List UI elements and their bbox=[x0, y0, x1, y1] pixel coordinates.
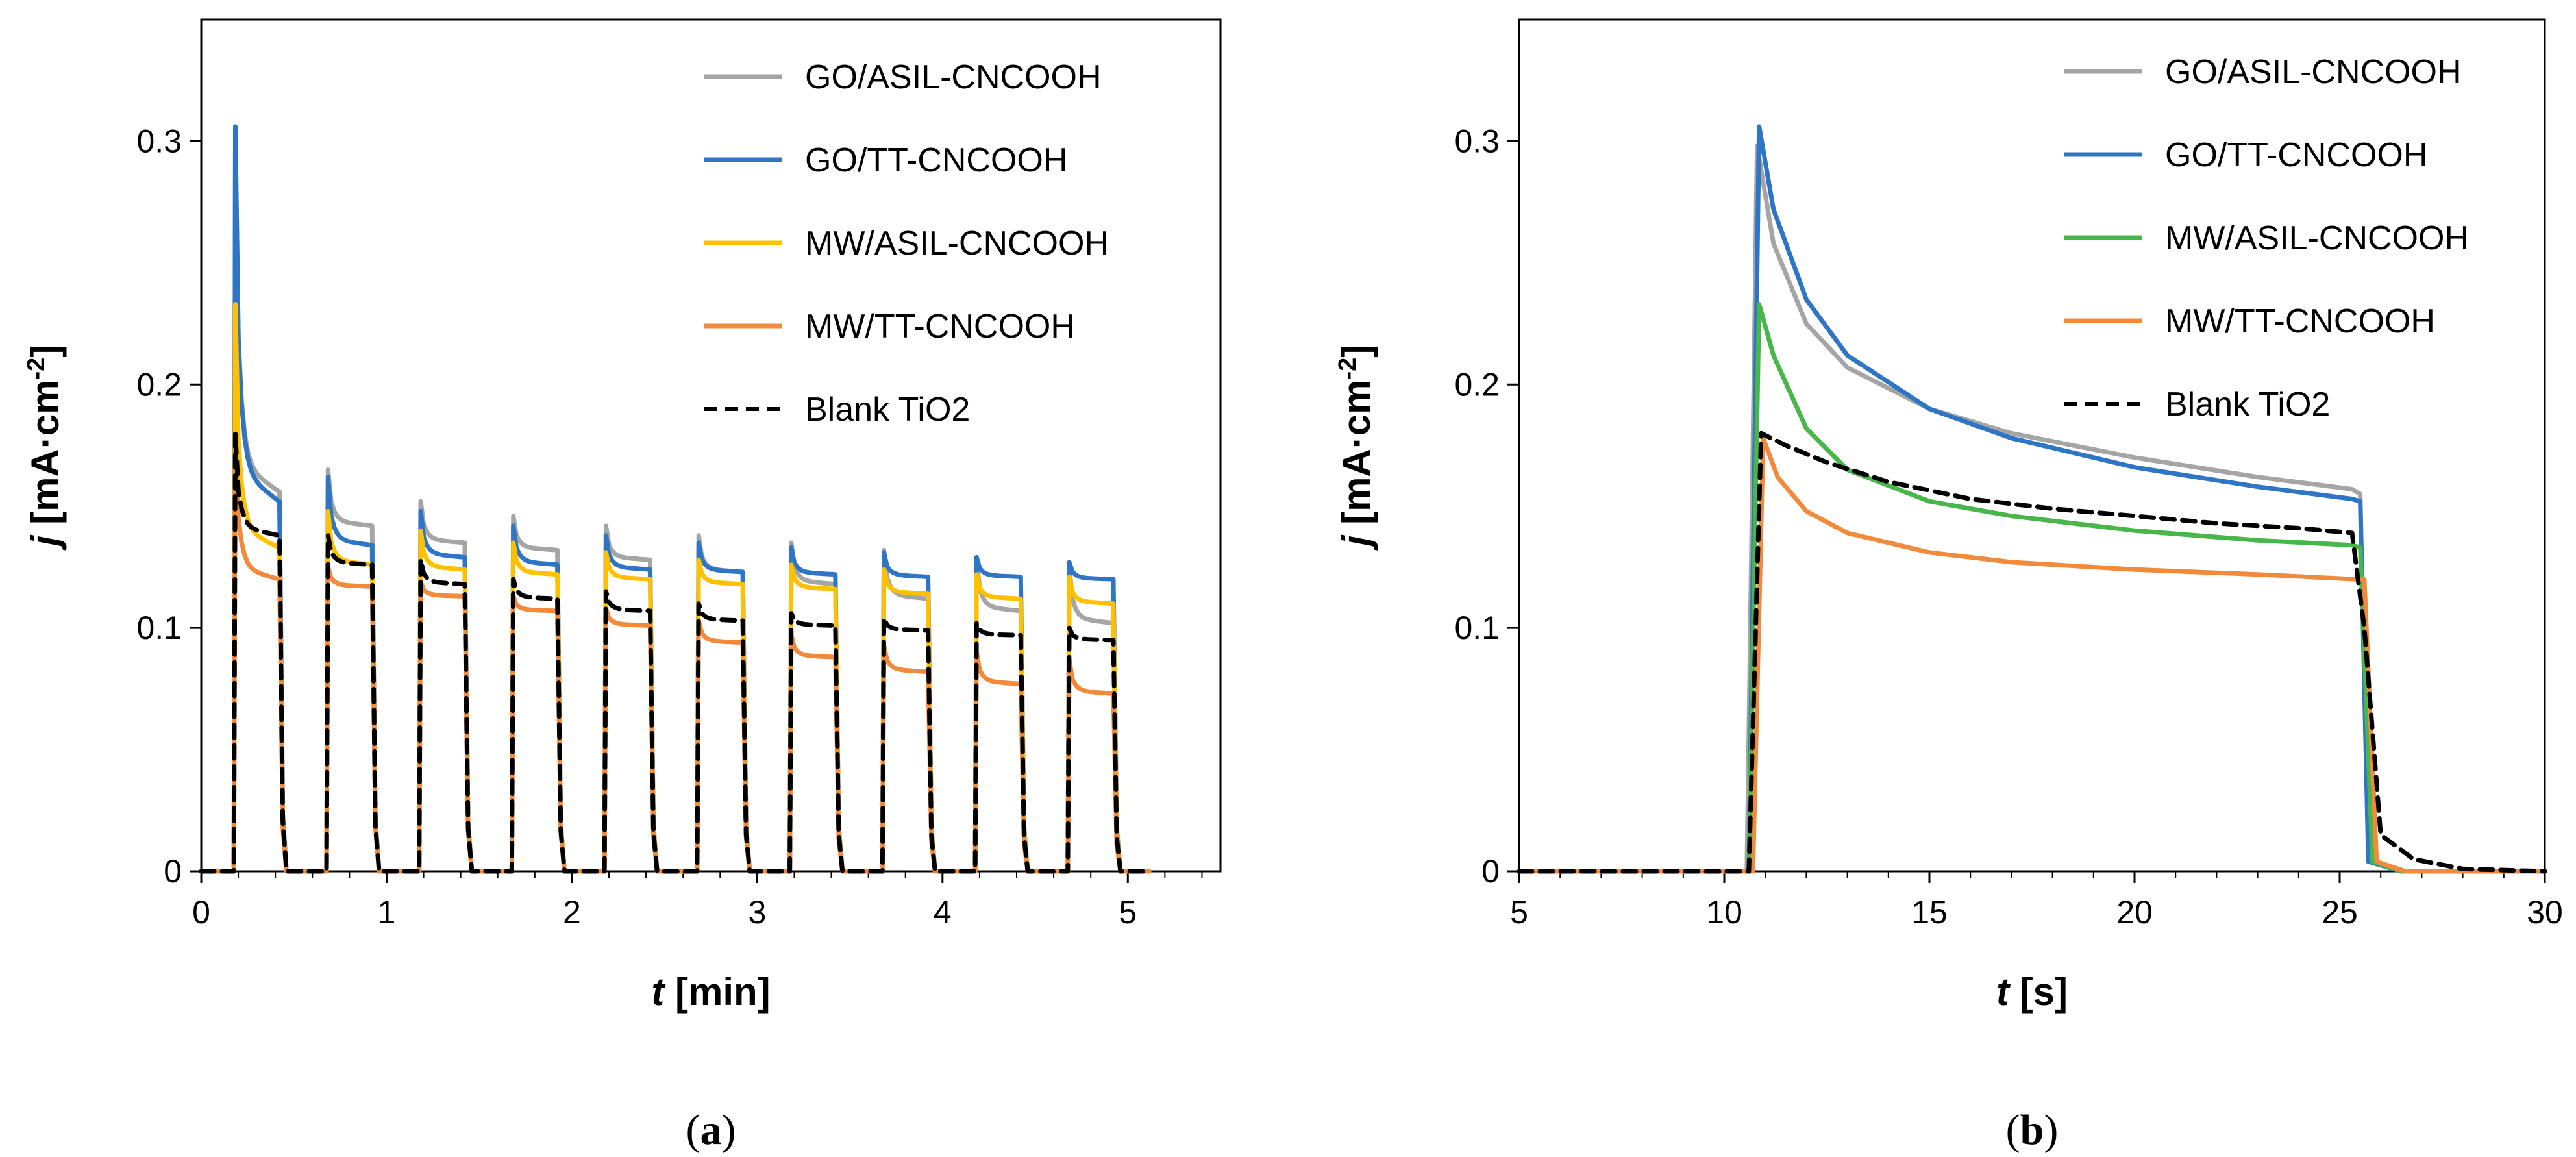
x-tick-label: 30 bbox=[2527, 894, 2563, 930]
plot-frame bbox=[200, 18, 1222, 873]
plot-frame bbox=[1518, 18, 2546, 873]
y-axis-title: j [mA·cm-2] bbox=[1334, 345, 1378, 551]
x-tick-label: 20 bbox=[2116, 894, 2153, 930]
y-tick-label: 0.3 bbox=[1454, 123, 1500, 159]
series-group bbox=[1517, 124, 2547, 874]
x-tick-label: 2 bbox=[563, 894, 581, 930]
x-tick-label: 3 bbox=[748, 894, 766, 930]
legend-label: GO/TT-CNCOOH bbox=[805, 142, 1067, 179]
series-line-mw-asil-cncooh bbox=[199, 302, 1152, 874]
y-tick-label: 0.1 bbox=[136, 610, 182, 646]
legend-label: Blank TiO2 bbox=[2165, 386, 2330, 423]
y-tick-label: 0 bbox=[1481, 853, 1500, 890]
legend-label: MW/ASIL-CNCOOH bbox=[805, 225, 1109, 262]
y-tick-label: 0.3 bbox=[136, 123, 182, 159]
y-tick-label: 0 bbox=[164, 853, 182, 890]
legend: GO/ASIL-CNCOOH GO/TT-CNCOOH MW/ASIL-CNCOOH… bbox=[704, 58, 1109, 429]
x-tick-label: 4 bbox=[934, 894, 952, 930]
series-group bbox=[199, 124, 1152, 874]
x-tick-label: 5 bbox=[1510, 894, 1528, 930]
series-line-blank-tio2 bbox=[1517, 430, 2547, 874]
series-line-mw-asil-cncooh bbox=[1517, 302, 2547, 874]
legend-label: MW/ASIL-CNCOOH bbox=[2165, 219, 2469, 257]
legend-label: GO/TT-CNCOOH bbox=[2165, 136, 2427, 174]
legend-label: MW/TT-CNCOOH bbox=[2165, 303, 2435, 340]
y-tick-label: 0.2 bbox=[136, 366, 182, 403]
y-tick-label: 0.2 bbox=[1454, 366, 1500, 403]
x-axis-title: t [s] bbox=[1996, 970, 2068, 1014]
y-tick-label: 0.1 bbox=[1454, 610, 1500, 646]
panel-label: (a) bbox=[686, 1106, 736, 1154]
legend-label: MW/TT-CNCOOH bbox=[805, 308, 1075, 345]
x-axis-title: t [min] bbox=[651, 970, 770, 1014]
x-tick-label: 0 bbox=[192, 894, 210, 930]
y-axis-title: j [mA·cm-2] bbox=[23, 345, 67, 551]
series-line-blank-tio2 bbox=[199, 430, 1152, 874]
legend-label: GO/ASIL-CNCOOH bbox=[805, 58, 1102, 96]
chart-panel-a: 0 0.1 0.2 0.3 0 1 2 3 4 5 t [min] j [mA·cm-2] (a) GO/… bbox=[23, 18, 1222, 1154]
x-tick-label: 25 bbox=[2322, 894, 2358, 930]
x-tick-label: 10 bbox=[1706, 894, 1742, 930]
series-line-mw-tt-cncooh bbox=[1517, 436, 2547, 874]
legend-label: GO/ASIL-CNCOOH bbox=[2165, 53, 2462, 91]
legend-label: Blank TiO2 bbox=[805, 391, 970, 429]
series-line-mw-tt-cncooh bbox=[199, 436, 1152, 874]
x-tick-label: 15 bbox=[1911, 894, 1948, 930]
x-tick-label: 5 bbox=[1119, 894, 1137, 930]
legend: GO/ASIL-CNCOOH GO/TT-CNCOOH MW/ASIL-CNCOOH… bbox=[2064, 53, 2469, 423]
x-tick-label: 1 bbox=[378, 894, 396, 930]
panel-label: (b) bbox=[2006, 1106, 2059, 1154]
chart-panel-b: 0 0.1 0.2 0.3 5 10 15 20 25 30 t [s] j [mA·cm-2] (b)… bbox=[1334, 18, 2563, 1154]
